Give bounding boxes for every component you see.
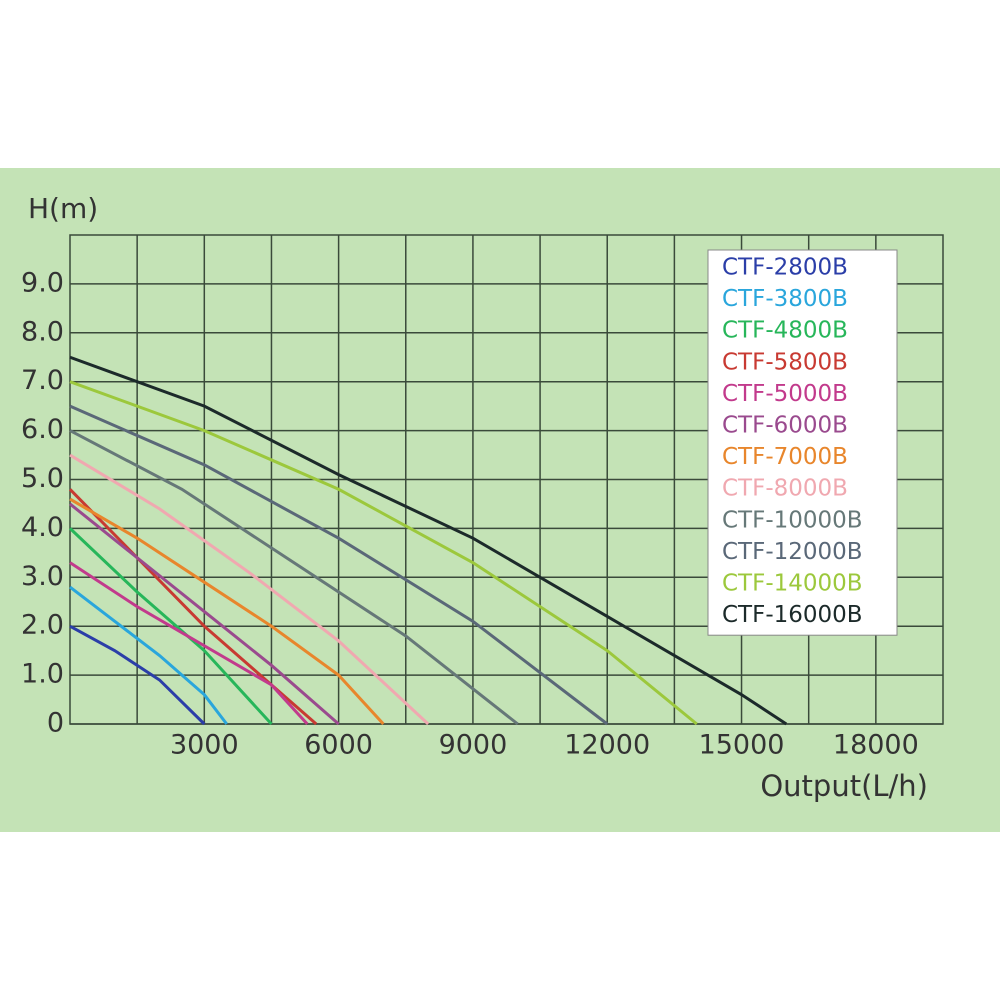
legend-entry: CTF-6000B — [722, 413, 848, 439]
curve — [69, 380, 698, 726]
x-tick-label: 9000 — [439, 730, 508, 761]
x-tick-label: 18000 — [833, 730, 919, 761]
x-tick-label: 6000 — [304, 730, 373, 761]
curve — [69, 502, 340, 726]
y-tick-label: 3.0 — [21, 561, 64, 592]
legend-entry: CTF-12000B — [722, 539, 863, 565]
legend-entry: CTF-14000B — [722, 571, 863, 597]
curve — [69, 355, 788, 726]
y-tick-label: 2.0 — [21, 610, 64, 641]
legend-entry: CTF-8000B — [722, 476, 848, 502]
curve — [69, 453, 430, 726]
legend-entry: CTF-2800B — [722, 255, 848, 281]
y-tick-label: 8.0 — [21, 316, 64, 347]
legend-entry: CTF-4800B — [722, 318, 848, 344]
y-tick-label: 7.0 — [21, 365, 64, 396]
curve — [68, 527, 273, 726]
legend-box — [707, 249, 898, 636]
x-tick-label: 15000 — [699, 730, 785, 761]
curve — [69, 404, 609, 726]
y-tick-label: 9.0 — [21, 267, 64, 298]
legend-entry: CTF-7000B — [722, 444, 848, 470]
curve — [68, 488, 318, 726]
curve — [69, 585, 228, 725]
x-axis-label: Output(L/h) — [760, 769, 928, 803]
legend-entry: CTF-3800B — [722, 286, 848, 312]
y-tick-label: 4.0 — [21, 512, 64, 543]
y-tick-label: 5.0 — [21, 463, 64, 494]
legend-entry: CTF-10000B — [722, 507, 863, 533]
legend-entry: CTF-5800B — [722, 349, 848, 375]
legend-entry: CTF-5000B — [722, 381, 848, 407]
x-tick-label: 3000 — [170, 730, 239, 761]
y-tick-label: 1.0 — [21, 659, 64, 690]
curve — [69, 624, 206, 726]
y-axis-label: H(m) — [28, 192, 98, 225]
x-tick-label: 12000 — [564, 730, 650, 761]
curve — [69, 429, 519, 726]
y-tick-label: 6.0 — [21, 414, 64, 445]
curve — [69, 497, 385, 726]
curve — [69, 561, 309, 726]
legend-entry: CTF-16000B — [722, 602, 863, 628]
y-tick-label: 0 — [47, 708, 64, 739]
